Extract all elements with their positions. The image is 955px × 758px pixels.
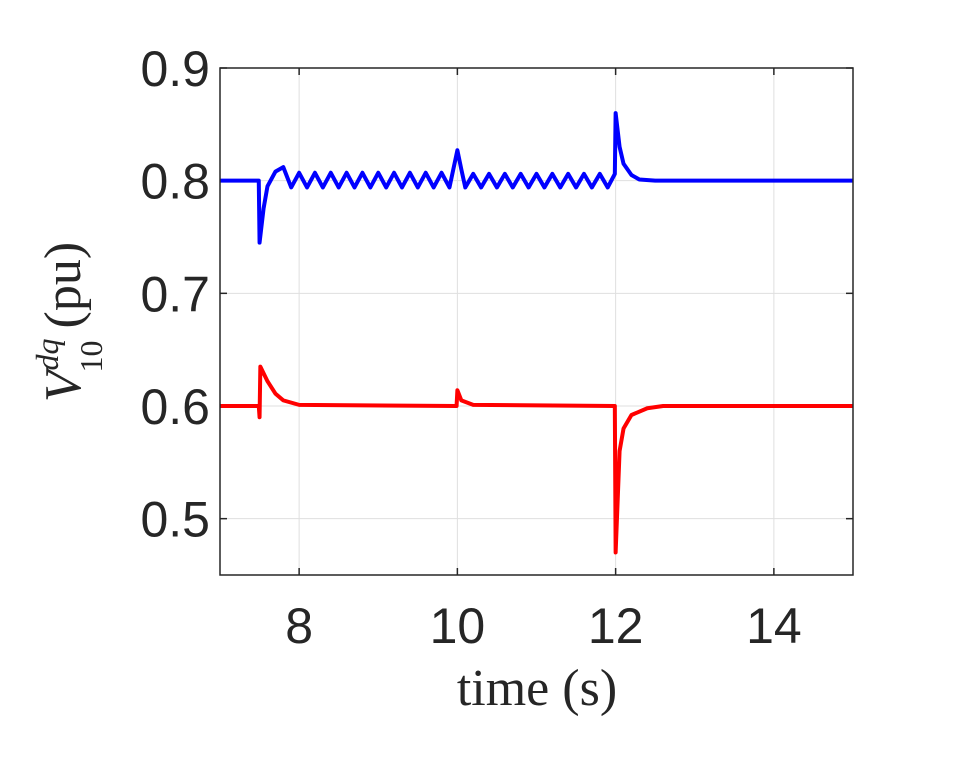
y-tick-label: 0.9 xyxy=(140,41,210,97)
y-label-sub: 10 xyxy=(73,340,109,372)
y-tick-label: 0.5 xyxy=(140,492,210,548)
plot-frame xyxy=(219,67,854,576)
x-tick-label: 10 xyxy=(430,598,486,654)
x-tick-label: 12 xyxy=(588,598,644,654)
y-tick-label: 0.7 xyxy=(140,266,210,322)
y-label-base: V xyxy=(35,365,92,402)
x-axis-label: time (s) xyxy=(457,660,617,717)
y-axis-label: Vdq 10 (pu) xyxy=(29,242,109,402)
x-tick-label: 8 xyxy=(285,598,313,654)
y-label-sup: dq xyxy=(29,338,65,370)
data-line xyxy=(220,111,853,245)
x-tick-label: 14 xyxy=(746,598,802,654)
data-line xyxy=(220,364,853,555)
y-label-unit: (pu) xyxy=(35,242,92,329)
y-tick-label: 0.6 xyxy=(140,379,210,435)
y-tick-label: 0.8 xyxy=(140,154,210,210)
